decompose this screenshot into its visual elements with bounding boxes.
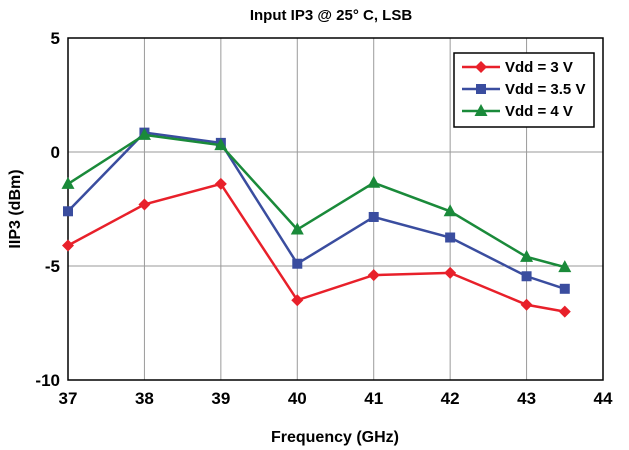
- data-point: [367, 269, 380, 282]
- x-tick-label: 37: [59, 389, 78, 408]
- series-group: [61, 127, 572, 318]
- chart-title: Input IP3 @ 25° C, LSB: [250, 7, 412, 24]
- series-line: [67, 131, 566, 290]
- x-axis-label: Frequency (GHz): [271, 429, 399, 446]
- y-tick-label: -5: [45, 257, 60, 276]
- series-1: [62, 177, 571, 318]
- x-tick-label: 42: [441, 389, 460, 408]
- data-point: [520, 298, 533, 311]
- data-point: [559, 283, 570, 294]
- data-point: [137, 127, 151, 140]
- data-point: [444, 266, 457, 279]
- y-tick-label: -10: [35, 371, 60, 390]
- data-point: [290, 222, 304, 235]
- legend-marker: [474, 104, 488, 116]
- data-point: [520, 249, 534, 262]
- data-point: [558, 260, 572, 273]
- legend-marker: [475, 61, 487, 73]
- data-point: [63, 206, 73, 217]
- series-2: [63, 127, 570, 294]
- x-tick-label: 41: [364, 389, 383, 408]
- x-tick-label: 40: [288, 389, 307, 408]
- data-point: [214, 177, 227, 190]
- data-point: [62, 239, 74, 252]
- data-point: [368, 211, 379, 222]
- x-tick-label: 38: [135, 389, 154, 408]
- data-point: [291, 294, 304, 307]
- data-point: [61, 176, 75, 189]
- x-tick-label: 44: [594, 389, 613, 408]
- y-tick-label: 5: [51, 29, 60, 48]
- x-tick-label: 39: [211, 389, 230, 408]
- legend-label: Vdd = 4 V: [505, 103, 573, 120]
- y-tick-label: 0: [51, 143, 60, 162]
- data-point: [443, 204, 457, 217]
- x-tick-label: 43: [517, 389, 536, 408]
- y-axis-label: IIP3 (dBm): [7, 169, 24, 248]
- x-tick-labels: 37 38 39 40 41 42 43 44: [59, 389, 613, 408]
- data-point: [367, 175, 381, 188]
- series-3: [61, 127, 572, 273]
- data-point: [138, 198, 151, 211]
- data-point: [292, 258, 303, 269]
- data-point: [558, 305, 571, 318]
- legend-marker: [476, 84, 486, 94]
- data-point: [445, 232, 456, 243]
- legend-label: Vdd = 3 V: [505, 59, 573, 76]
- series-line: [67, 133, 566, 269]
- data-point: [214, 138, 228, 151]
- series-line: [67, 182, 566, 313]
- legend: Vdd = 3 V Vdd = 3.5 V Vdd = 4 V: [453, 52, 595, 128]
- data-point: [521, 271, 532, 282]
- legend-label: Vdd = 3.5 V: [505, 81, 585, 98]
- y-tick-labels: 5 0 -5 -10: [35, 29, 60, 390]
